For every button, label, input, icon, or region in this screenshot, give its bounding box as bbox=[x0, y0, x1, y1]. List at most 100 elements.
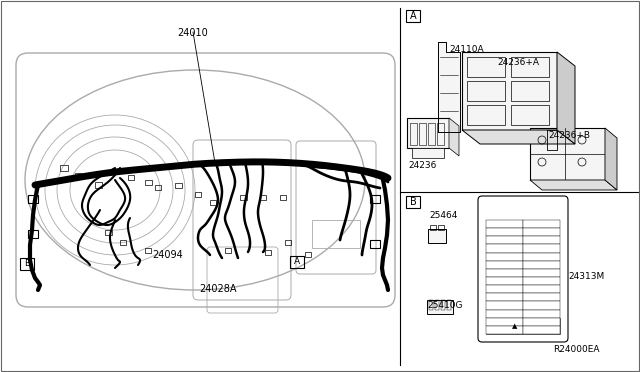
Bar bbox=[486, 326, 523, 334]
Text: B: B bbox=[24, 260, 30, 269]
Bar bbox=[486, 301, 523, 310]
Text: 24010: 24010 bbox=[178, 28, 209, 38]
Bar bbox=[412, 148, 444, 158]
Bar bbox=[95, 182, 102, 188]
Bar bbox=[438, 225, 444, 230]
Bar bbox=[486, 269, 523, 277]
Text: A: A bbox=[410, 11, 416, 21]
Text: 25464: 25464 bbox=[429, 211, 458, 220]
Bar bbox=[486, 285, 523, 293]
Bar bbox=[60, 165, 68, 171]
Bar bbox=[28, 195, 38, 203]
Bar bbox=[523, 236, 560, 244]
Polygon shape bbox=[530, 180, 617, 190]
Bar bbox=[406, 196, 420, 208]
Text: 24236+B: 24236+B bbox=[548, 131, 590, 140]
Bar bbox=[530, 128, 605, 180]
Bar bbox=[511, 105, 549, 125]
Text: 25410G: 25410G bbox=[427, 301, 463, 310]
Bar bbox=[467, 105, 505, 125]
Bar bbox=[486, 253, 523, 261]
Bar bbox=[28, 230, 38, 238]
Bar bbox=[225, 248, 231, 253]
Bar bbox=[486, 318, 523, 326]
Bar bbox=[419, 123, 426, 145]
Bar bbox=[406, 10, 420, 22]
Bar bbox=[120, 240, 126, 245]
Bar bbox=[523, 261, 560, 269]
Bar bbox=[105, 230, 112, 235]
Bar bbox=[486, 228, 523, 236]
Bar bbox=[523, 326, 560, 334]
Bar bbox=[523, 293, 560, 301]
Bar bbox=[428, 229, 446, 243]
Polygon shape bbox=[438, 42, 460, 132]
Bar bbox=[260, 195, 266, 200]
Text: 24236: 24236 bbox=[408, 161, 436, 170]
Bar bbox=[430, 225, 436, 230]
Bar bbox=[523, 277, 560, 285]
Bar bbox=[145, 180, 152, 185]
Bar bbox=[441, 300, 445, 310]
Bar bbox=[290, 256, 304, 268]
Bar bbox=[467, 81, 505, 101]
Text: 24094: 24094 bbox=[152, 250, 184, 260]
Polygon shape bbox=[605, 128, 617, 190]
Bar bbox=[410, 123, 417, 145]
Bar bbox=[265, 250, 271, 255]
Bar bbox=[20, 258, 34, 270]
Bar bbox=[128, 175, 134, 180]
Bar bbox=[486, 318, 560, 334]
Bar bbox=[75, 173, 81, 178]
Bar bbox=[195, 192, 201, 197]
Text: 24028A: 24028A bbox=[199, 284, 237, 294]
Text: ▲: ▲ bbox=[512, 323, 518, 329]
Bar bbox=[407, 118, 449, 148]
Bar bbox=[523, 269, 560, 277]
Bar bbox=[523, 310, 560, 318]
Bar bbox=[312, 220, 360, 248]
Bar bbox=[511, 81, 549, 101]
Bar bbox=[437, 123, 444, 145]
Polygon shape bbox=[462, 130, 575, 144]
Bar bbox=[305, 252, 311, 257]
Text: 24110A: 24110A bbox=[449, 45, 484, 54]
Text: 24236+A: 24236+A bbox=[497, 58, 539, 67]
Bar bbox=[523, 244, 560, 253]
Bar bbox=[511, 57, 549, 77]
Bar bbox=[486, 244, 523, 253]
Bar bbox=[427, 300, 453, 314]
Bar bbox=[486, 261, 523, 269]
FancyBboxPatch shape bbox=[478, 196, 568, 342]
Bar bbox=[370, 195, 380, 203]
Bar bbox=[486, 277, 523, 285]
Text: A: A bbox=[294, 257, 300, 266]
Bar bbox=[523, 220, 560, 228]
Bar bbox=[523, 318, 560, 326]
Bar bbox=[467, 57, 505, 77]
Bar bbox=[462, 52, 557, 130]
Bar bbox=[486, 293, 523, 301]
Text: B: B bbox=[410, 197, 417, 207]
Bar bbox=[523, 285, 560, 293]
Bar bbox=[523, 253, 560, 261]
Bar bbox=[145, 248, 151, 253]
Bar bbox=[210, 200, 216, 205]
Bar bbox=[523, 228, 560, 236]
Bar bbox=[447, 300, 451, 310]
Bar bbox=[428, 123, 435, 145]
Bar bbox=[370, 240, 380, 248]
Bar bbox=[155, 185, 161, 190]
Bar bbox=[280, 195, 286, 200]
Bar bbox=[486, 236, 523, 244]
Polygon shape bbox=[557, 52, 575, 144]
Bar bbox=[523, 301, 560, 310]
Bar bbox=[285, 240, 291, 245]
Bar bbox=[435, 300, 439, 310]
Polygon shape bbox=[449, 118, 459, 156]
Bar bbox=[175, 183, 182, 188]
Text: 24313M: 24313M bbox=[568, 272, 604, 281]
Bar bbox=[486, 220, 523, 228]
Bar bbox=[240, 195, 247, 200]
Bar bbox=[429, 300, 433, 310]
